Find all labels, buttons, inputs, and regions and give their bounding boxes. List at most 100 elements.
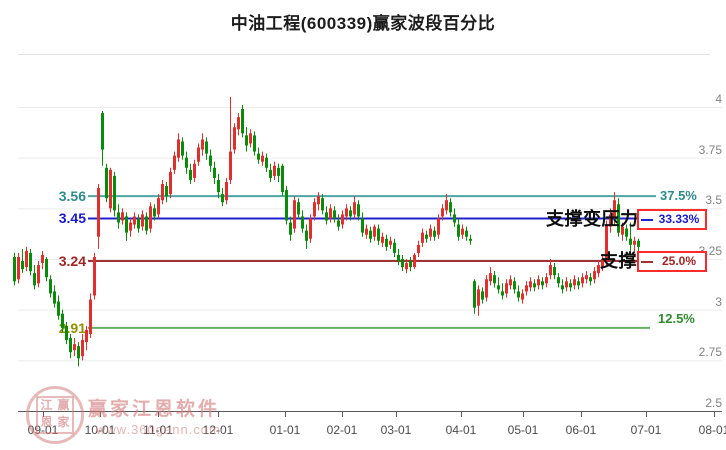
candle-body-up <box>445 200 448 211</box>
candle-body-up <box>581 277 584 284</box>
candle-body-down <box>553 267 556 276</box>
watermark-url-text: www.360gann.com <box>96 422 221 437</box>
candle-body-down <box>569 283 572 288</box>
candle-body-up <box>309 218 312 239</box>
candle-body-up <box>549 265 552 276</box>
candle-body-down <box>61 313 64 328</box>
candle-body-up <box>133 216 136 225</box>
candle-body-down <box>29 252 32 272</box>
candle-body-up <box>537 279 540 286</box>
candle-body-up <box>365 228 368 235</box>
x-axis-label: 05-01 <box>507 423 539 437</box>
candle-body-up <box>609 214 612 227</box>
candle-body-down <box>105 167 108 199</box>
candle-body-up <box>25 250 28 268</box>
candle-body-up <box>585 275 588 280</box>
candle-body-down <box>469 238 472 241</box>
seal-char: 家 <box>57 415 70 429</box>
annotation-support-becomes-resistance: 支撑变压力 <box>546 209 639 229</box>
candle-body-up <box>41 254 44 264</box>
candle-body-up <box>313 202 316 217</box>
candle-body-down <box>517 291 520 298</box>
x-axis-label: 06-01 <box>565 423 597 437</box>
candle-body-down <box>409 261 412 268</box>
candle-body-down <box>145 216 148 231</box>
candle-body-down <box>481 291 484 300</box>
candle-body-up <box>601 259 604 268</box>
candle-body-down <box>165 186 168 197</box>
candle-body-up <box>621 226 624 235</box>
candle-body-up <box>405 263 408 270</box>
x-axis-label: 07-01 <box>630 423 662 437</box>
candle-body-down <box>245 135 248 146</box>
candle-body-up <box>97 188 100 237</box>
candle-body-up <box>193 163 196 178</box>
seal-char: 江 <box>40 398 53 412</box>
candle-body-up <box>173 155 176 170</box>
candle-body-down <box>625 228 628 237</box>
x-axis-label: 02-01 <box>326 423 358 437</box>
x-axis-label: 10-01 <box>84 423 116 437</box>
candle-body-down <box>297 202 300 215</box>
candle-body-down <box>137 218 140 229</box>
pct-callout-box-25-0: 25.0% <box>637 251 707 272</box>
x-axis-label: 12-01 <box>202 423 234 437</box>
candle-body-down <box>465 230 468 237</box>
candle-body-up <box>197 147 200 162</box>
candle-body-down <box>125 216 128 233</box>
candle-body-down <box>217 179 220 193</box>
y-axis-label: 3.75 <box>698 142 722 157</box>
candle-body-up <box>329 208 332 219</box>
candle-body-down <box>357 204 360 217</box>
candle-body-up <box>293 200 296 229</box>
candle-body-up <box>597 265 600 274</box>
candle-body-up <box>529 281 532 288</box>
candle-body-down <box>321 198 324 211</box>
candle-body-down <box>289 222 292 235</box>
seal-char: 赢 <box>57 398 70 412</box>
candle-body-down <box>453 214 456 223</box>
y-axis-label: 2.5 <box>705 396 722 410</box>
candle-body-down <box>393 242 396 253</box>
candle-body-up <box>525 285 528 292</box>
candle-body-down <box>185 157 188 168</box>
y-axis-label: 2.75 <box>698 345 722 360</box>
candle-body-up <box>341 214 344 225</box>
y-axis-label: 3.5 <box>705 193 722 208</box>
candle-body-down <box>57 301 60 316</box>
watermark-brand-text: 赢家江恩软件 <box>88 399 221 420</box>
candle-body-up <box>421 232 424 243</box>
candle-body-up <box>109 169 112 209</box>
candle-body-down <box>361 218 364 233</box>
title-divider <box>18 54 710 55</box>
candle-body-up <box>429 228 432 237</box>
candle-body-down <box>277 167 280 176</box>
candle-body-down <box>241 109 244 134</box>
x-axis-label: 03-01 <box>380 423 412 437</box>
candle-body-down <box>181 141 184 156</box>
candle-body-up <box>201 139 204 150</box>
candle-body-down <box>449 202 452 213</box>
watermark-seal-logo: 江 赢 恩 家 <box>26 386 84 444</box>
y-axis-label: 4 <box>715 92 722 106</box>
candle-body-up <box>249 133 252 144</box>
candle-body-up <box>545 277 548 284</box>
candle-body-down <box>101 113 104 150</box>
candle-body-up <box>413 254 416 268</box>
candle-body-up <box>485 279 488 298</box>
candle-body-down <box>385 238 388 247</box>
candle-body-up <box>389 240 392 245</box>
band-price-label-3-45: 3.45 <box>58 210 86 226</box>
candle-body-up <box>129 222 132 231</box>
x-axis-label: 08-01 <box>698 423 726 437</box>
candle-body-up <box>121 212 124 221</box>
candle-body-up <box>161 184 164 201</box>
candle-body-down <box>189 169 192 180</box>
candle-body-up <box>373 226 376 237</box>
candle-body-up <box>37 265 40 284</box>
candle-body-down <box>561 285 564 290</box>
candle-body-down <box>333 210 336 219</box>
candle-body-down <box>257 153 260 160</box>
candle-body-down <box>513 281 516 290</box>
